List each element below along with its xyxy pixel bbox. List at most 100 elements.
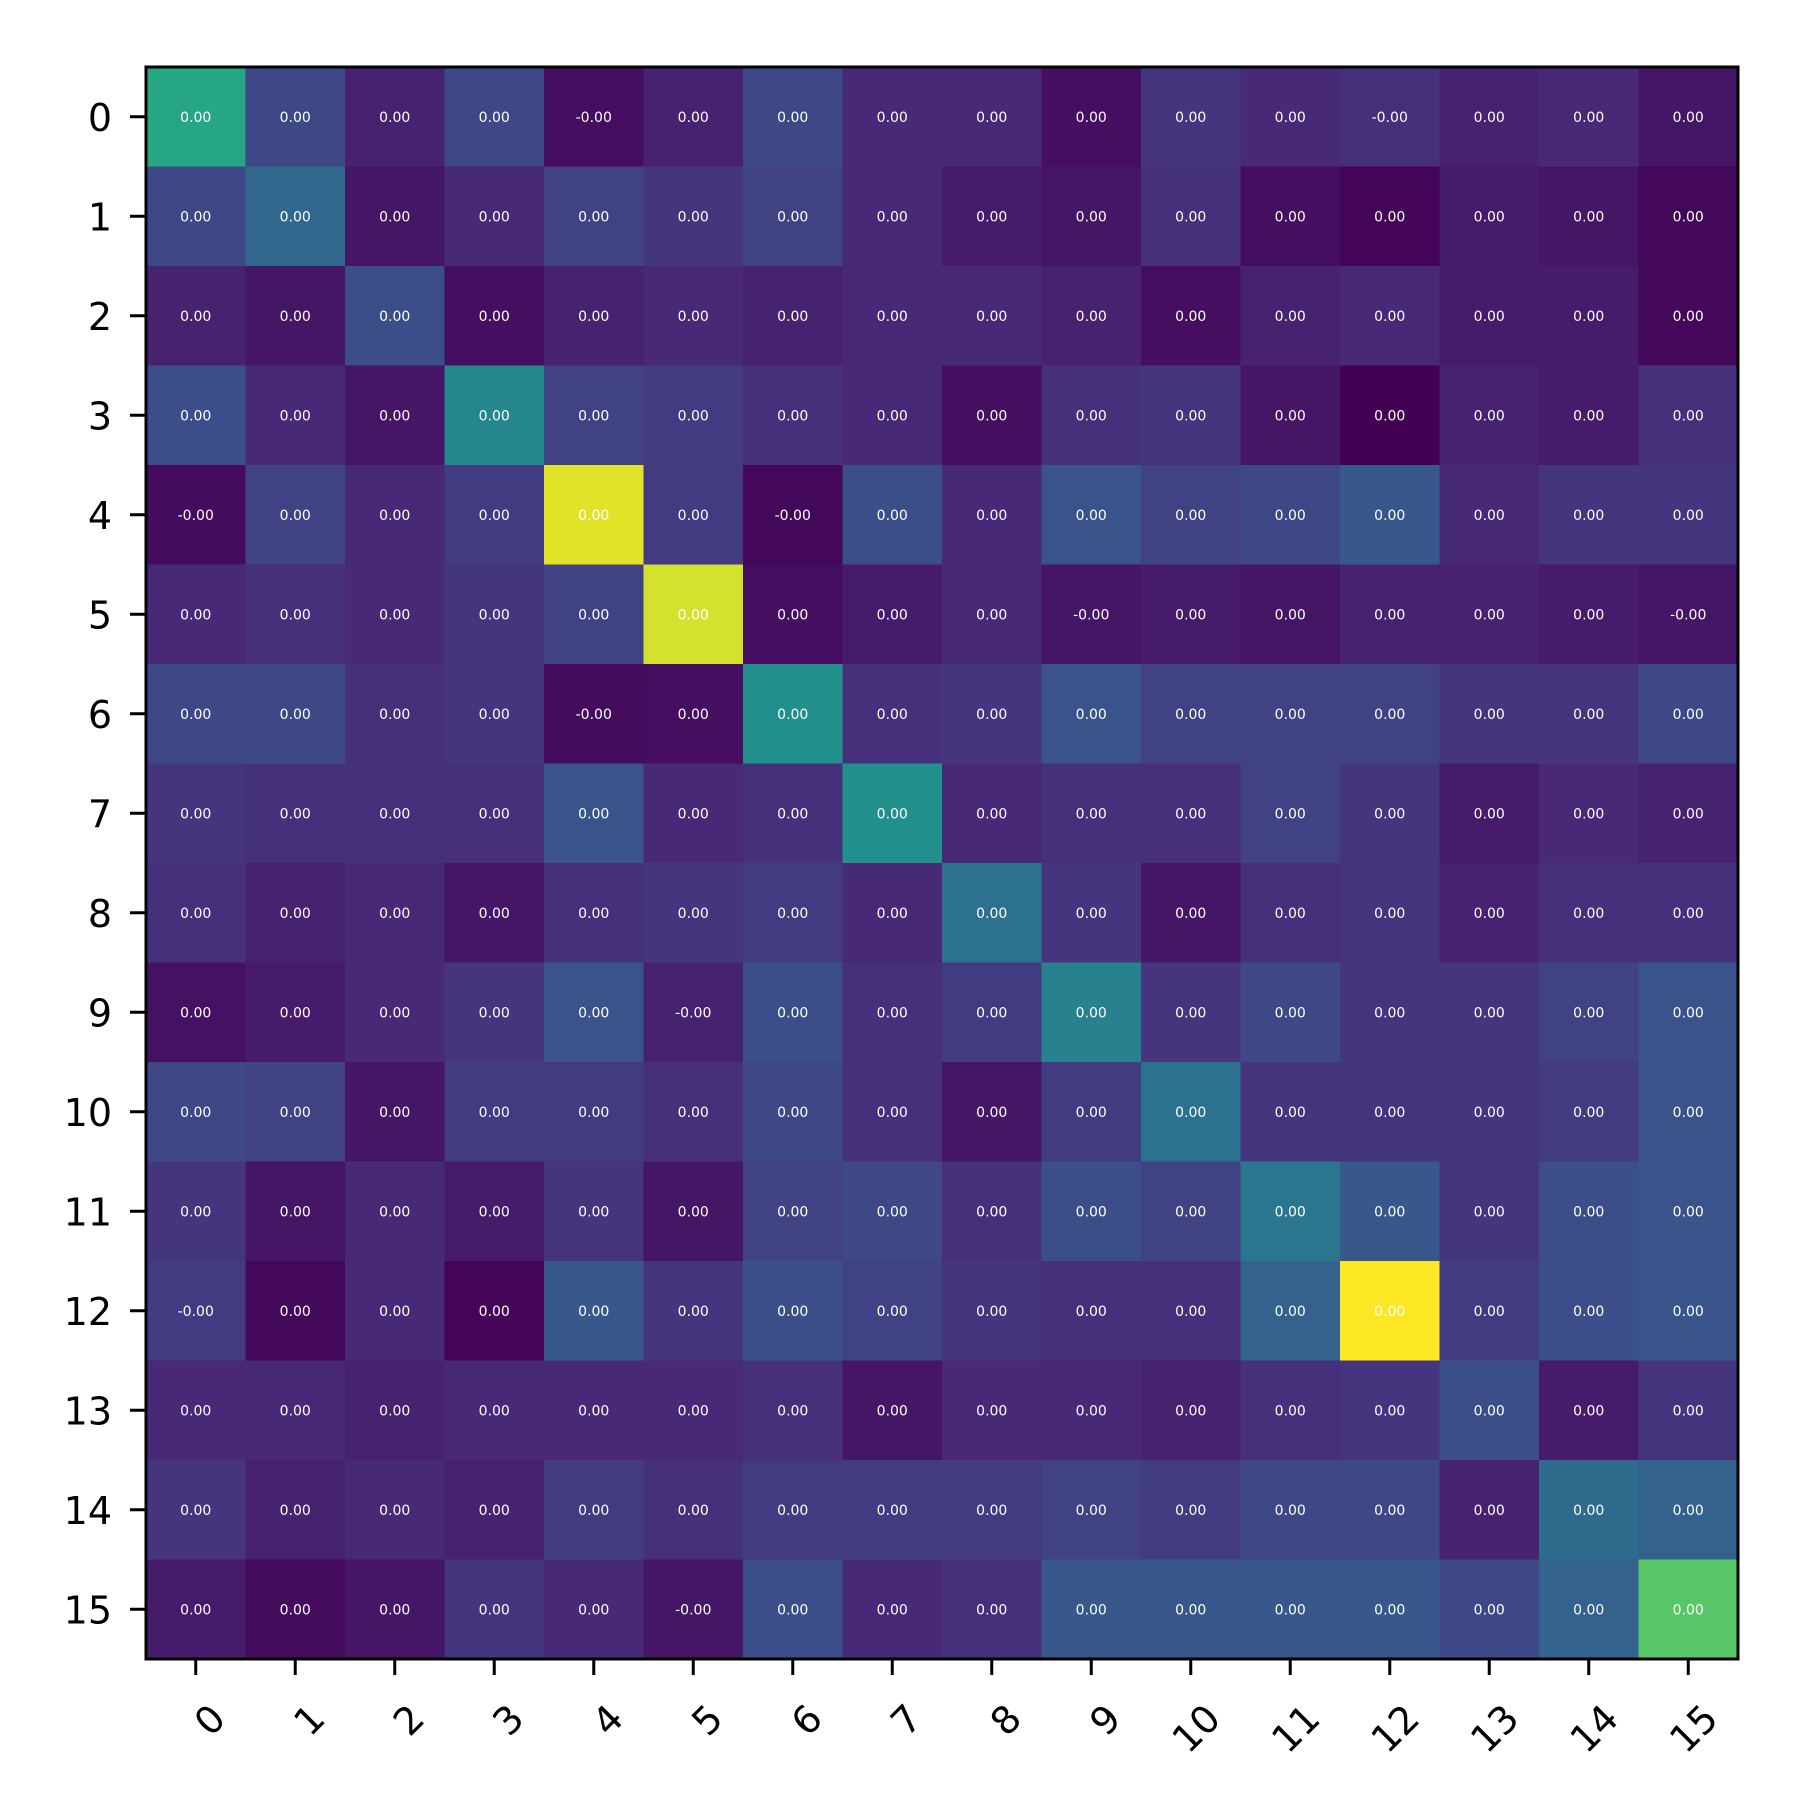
heatmap-cell <box>444 763 545 864</box>
heatmap-cell <box>444 1360 545 1461</box>
heatmap-cell <box>1141 962 1241 1063</box>
heatmap-cell <box>245 664 346 764</box>
heatmap-cell <box>842 1062 943 1162</box>
heatmap-cell <box>1439 1062 1540 1162</box>
heatmap-cell <box>1141 763 1241 864</box>
cell-value-label: 0.00 <box>1474 906 1505 922</box>
cell-value-label: 0.00 <box>280 1204 311 1220</box>
heatmap-cell <box>643 1161 744 1262</box>
cell-value-label: 0.00 <box>1573 1005 1604 1021</box>
heatmap-cell <box>1439 763 1540 864</box>
cell-value-label: -0.00 <box>178 1304 214 1320</box>
heatmap-cell <box>345 564 445 665</box>
cell-value-label: 0.00 <box>280 707 311 723</box>
cell-value-label: 0.00 <box>1474 1304 1505 1320</box>
cell-value-label: 0.00 <box>1275 508 1306 524</box>
heatmap-cell <box>942 962 1042 1063</box>
heatmap-cell <box>1539 863 1639 963</box>
x-tick-label: 10 <box>1164 1696 1229 1761</box>
heatmap-cell <box>1141 1062 1241 1162</box>
heatmap-cell <box>544 763 644 864</box>
heatmap-cell <box>146 564 246 665</box>
cell-value-label: 0.00 <box>877 209 908 225</box>
cell-value-label: 0.00 <box>976 707 1007 723</box>
heatmap-cell <box>146 1062 246 1162</box>
cell-value-label: 0.00 <box>678 906 709 922</box>
heatmap-cell <box>1539 67 1639 167</box>
heatmap-cell <box>444 266 545 366</box>
cell-value-label: 0.00 <box>1474 707 1505 723</box>
cell-value-label: 0.00 <box>1275 309 1306 325</box>
cell-value-label: 0.00 <box>1175 1503 1206 1519</box>
y-tick-label: 0 <box>88 96 112 140</box>
heatmap-cell <box>1340 863 1440 963</box>
heatmap-cell <box>544 1360 644 1461</box>
heatmap-cell <box>842 166 943 267</box>
heatmap-cell <box>345 763 445 864</box>
heatmap-cell <box>842 863 943 963</box>
heatmap-cell <box>643 962 744 1063</box>
cell-value-label: 0.00 <box>1374 806 1405 822</box>
heatmap-cell <box>345 962 445 1063</box>
cell-value-label: 0.00 <box>678 806 709 822</box>
heatmap-cell <box>1638 564 1739 665</box>
heatmap-cell <box>1340 763 1440 864</box>
cell-value-label: 0.00 <box>1275 1403 1306 1419</box>
heatmap-cell <box>444 664 545 764</box>
heatmap-cell <box>942 1559 1042 1660</box>
heatmap-cell <box>842 67 943 167</box>
heatmap-cell <box>245 863 346 963</box>
heatmap-cell <box>1340 365 1440 466</box>
heatmap-cell <box>1439 465 1540 565</box>
cell-value-label: 0.00 <box>1076 508 1107 524</box>
cell-value-label: 0.00 <box>1673 906 1704 922</box>
cell-value-label: 0.00 <box>180 1403 211 1419</box>
cell-value-label: 0.00 <box>678 1304 709 1320</box>
y-tick-label: 9 <box>88 991 112 1035</box>
cell-value-label: 0.00 <box>1474 1602 1505 1618</box>
heatmap-cell <box>743 1161 843 1262</box>
cell-value-label: 0.00 <box>479 110 510 126</box>
heatmap-cell <box>1539 1559 1639 1660</box>
cell-value-label: 0.00 <box>280 1304 311 1320</box>
cell-value-label: 0.00 <box>1275 806 1306 822</box>
heatmap-cell <box>1539 465 1639 565</box>
heatmap-cell <box>1041 1559 1142 1660</box>
cell-value-label: 0.00 <box>976 1403 1007 1419</box>
cell-value-label: 0.00 <box>1275 408 1306 424</box>
cell-value-label: 0.00 <box>1175 1304 1206 1320</box>
cell-value-label: 0.00 <box>578 1005 609 1021</box>
cell-value-label: 0.00 <box>777 209 808 225</box>
heatmap-cell <box>444 365 545 466</box>
heatmap-cell <box>544 1161 644 1262</box>
heatmap-cell <box>1340 962 1440 1063</box>
cell-value-label: 0.00 <box>877 707 908 723</box>
heatmap-cell <box>942 1261 1042 1361</box>
cell-value-label: 0.00 <box>1573 1105 1604 1121</box>
cell-value-label: 0.00 <box>1275 209 1306 225</box>
heatmap-cell <box>544 1559 644 1660</box>
heatmap-cell <box>1539 1360 1639 1461</box>
cell-value-label: 0.00 <box>180 906 211 922</box>
heatmap-cell <box>1439 166 1540 267</box>
heatmap-cell <box>1638 365 1739 466</box>
cell-value-label: 0.00 <box>280 508 311 524</box>
cell-value-label: 0.00 <box>1474 806 1505 822</box>
cell-value-label: 0.00 <box>976 806 1007 822</box>
heatmap-cell <box>1041 166 1142 267</box>
cell-value-label: 0.00 <box>1275 110 1306 126</box>
cell-value-label: 0.00 <box>1673 508 1704 524</box>
heatmap-cell <box>1539 763 1639 864</box>
cell-value-label: 0.00 <box>678 209 709 225</box>
heatmap-cell <box>146 166 246 267</box>
heatmap-cell <box>1141 1460 1241 1560</box>
y-tick-label: 2 <box>88 295 112 339</box>
heatmap-cell <box>345 365 445 466</box>
cell-value-label: 0.00 <box>976 906 1007 922</box>
y-tick-label: 10 <box>64 1091 112 1135</box>
heatmap-cell <box>1041 1360 1142 1461</box>
cell-value-label: 0.00 <box>1076 1602 1107 1618</box>
cell-value-label: 0.00 <box>777 309 808 325</box>
cell-value-label: 0.00 <box>976 1204 1007 1220</box>
heatmap-cell <box>1240 365 1341 466</box>
